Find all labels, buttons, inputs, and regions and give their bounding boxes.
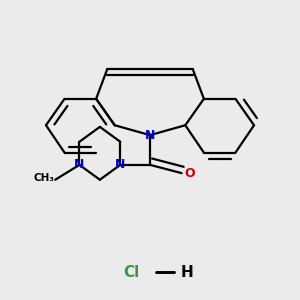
Text: H: H	[181, 265, 194, 280]
Text: CH₃: CH₃	[34, 173, 55, 183]
Text: N: N	[115, 158, 125, 171]
Text: O: O	[184, 167, 195, 180]
Text: Cl: Cl	[123, 265, 140, 280]
Text: N: N	[74, 158, 85, 171]
Text: N: N	[145, 129, 155, 142]
